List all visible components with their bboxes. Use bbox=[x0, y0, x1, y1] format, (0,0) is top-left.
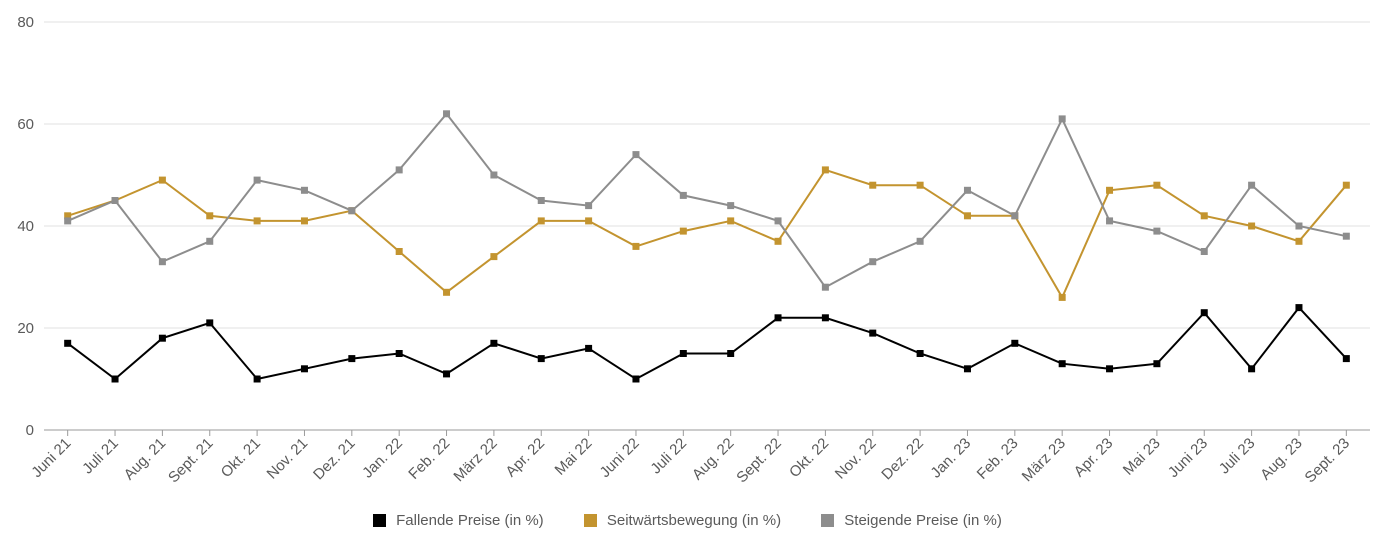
svg-text:Apr. 22: Apr. 22 bbox=[502, 435, 548, 481]
svg-text:Juli 21: Juli 21 bbox=[79, 435, 122, 478]
legend-item-fallende: Fallende Preise (in %) bbox=[373, 512, 544, 529]
svg-text:20: 20 bbox=[17, 320, 34, 337]
svg-text:Juli 22: Juli 22 bbox=[647, 435, 690, 478]
svg-text:Juli 23: Juli 23 bbox=[1216, 435, 1259, 478]
legend-item-seitwaerts: Seitwärtsbewegung (in %) bbox=[584, 512, 781, 529]
legend-label: Steigende Preise (in %) bbox=[844, 512, 1002, 529]
svg-text:40: 40 bbox=[17, 218, 34, 235]
svg-text:Mai 22: Mai 22 bbox=[552, 435, 596, 479]
legend-swatch-icon bbox=[373, 514, 386, 527]
svg-text:Juni 22: Juni 22 bbox=[597, 435, 643, 481]
svg-text:Juni 23: Juni 23 bbox=[1165, 435, 1211, 481]
legend-swatch-icon bbox=[821, 514, 834, 527]
svg-text:Okt. 22: Okt. 22 bbox=[786, 435, 832, 481]
svg-text:60: 60 bbox=[17, 116, 34, 133]
svg-text:Sept. 21: Sept. 21 bbox=[165, 435, 217, 487]
chart-legend: Fallende Preise (in %) Seitwärtsbewegung… bbox=[0, 512, 1375, 531]
line-chart: 020406080Juni 21Juli 21Aug. 21Sept. 21Ok… bbox=[0, 0, 1375, 545]
svg-text:80: 80 bbox=[17, 14, 34, 31]
svg-text:Sept. 22: Sept. 22 bbox=[733, 435, 785, 487]
svg-text:Sept. 23: Sept. 23 bbox=[1302, 435, 1354, 487]
chart-canvas: 020406080Juni 21Juli 21Aug. 21Sept. 21Ok… bbox=[0, 0, 1375, 545]
svg-text:Apr. 23: Apr. 23 bbox=[1071, 435, 1117, 481]
legend-label: Seitwärtsbewegung (in %) bbox=[607, 512, 781, 529]
svg-text:März 23: März 23 bbox=[1019, 435, 1069, 485]
legend-item-steigende: Steigende Preise (in %) bbox=[821, 512, 1002, 529]
svg-text:Juni 21: Juni 21 bbox=[28, 435, 74, 481]
svg-text:0: 0 bbox=[26, 422, 34, 439]
svg-text:März 22: März 22 bbox=[450, 435, 500, 485]
svg-text:Jan. 23: Jan. 23 bbox=[927, 435, 974, 482]
svg-text:Dez. 22: Dez. 22 bbox=[878, 435, 927, 484]
svg-text:Feb. 22: Feb. 22 bbox=[405, 435, 453, 483]
svg-text:Dez. 21: Dez. 21 bbox=[310, 435, 359, 484]
svg-text:Aug. 21: Aug. 21 bbox=[121, 435, 170, 484]
legend-label: Fallende Preise (in %) bbox=[396, 512, 544, 529]
svg-text:Nov. 21: Nov. 21 bbox=[263, 435, 311, 483]
svg-text:Mai 23: Mai 23 bbox=[1120, 435, 1164, 479]
legend-swatch-icon bbox=[584, 514, 597, 527]
svg-text:Aug. 23: Aug. 23 bbox=[1257, 435, 1306, 484]
svg-text:Aug. 22: Aug. 22 bbox=[689, 435, 738, 484]
svg-text:Jan. 22: Jan. 22 bbox=[359, 435, 406, 482]
svg-text:Feb. 23: Feb. 23 bbox=[974, 435, 1022, 483]
svg-text:Okt. 21: Okt. 21 bbox=[218, 435, 264, 481]
svg-text:Nov. 22: Nov. 22 bbox=[832, 435, 880, 483]
